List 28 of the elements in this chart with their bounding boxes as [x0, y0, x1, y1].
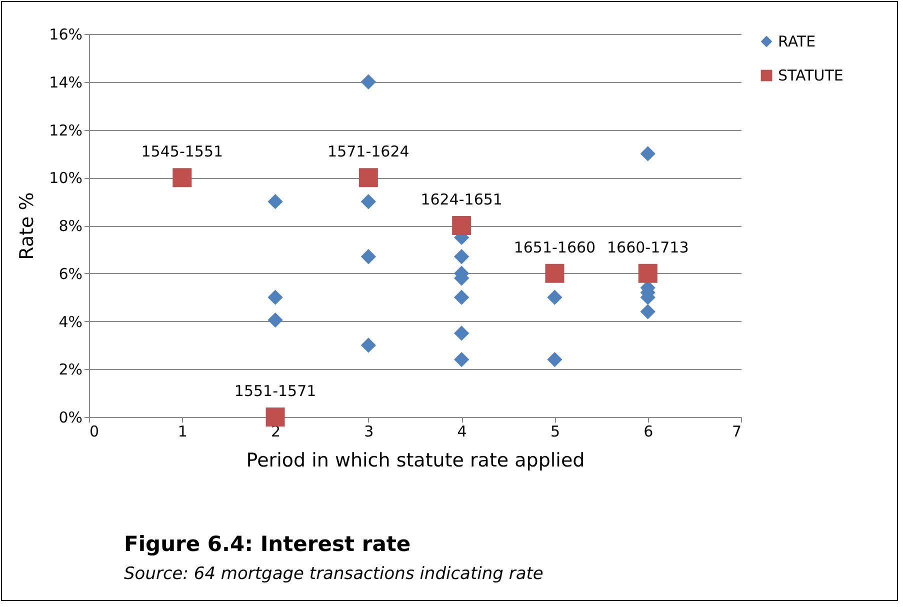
x-tick-label: 1: [178, 422, 188, 440]
y-tick-label: 12%: [49, 121, 82, 140]
annotation: 1571-1624: [328, 142, 410, 161]
y-tick-label: 8%: [58, 217, 82, 235]
annotation: 1624-1651: [420, 190, 502, 208]
x-axis-title: Period in which statute rate applied: [246, 450, 585, 472]
annotation: 1551-1571: [234, 382, 316, 400]
x-tick-label: 4: [457, 422, 467, 440]
y-axis-title: Rate %: [16, 192, 38, 260]
y-tick-label: 10%: [49, 169, 82, 188]
x-tick-label: 5: [550, 422, 560, 440]
y-tick-label: 14%: [49, 73, 82, 92]
text: Figure 6.4: Interest rate: [124, 532, 411, 556]
x-tick-label: 3: [364, 422, 374, 440]
source-note: Source: 64 mortgage transactions indicating rate: [124, 564, 544, 584]
annotation: 1660-1713: [606, 238, 689, 256]
x-tick-label: 0: [90, 422, 100, 440]
y-tick-label: 16%: [49, 26, 82, 44]
legend-label: STATUTE: [778, 66, 844, 84]
y-tick-label: 4%: [58, 312, 82, 331]
annotation: 1651-1660: [514, 238, 596, 256]
y-tick-label: 2%: [58, 360, 82, 379]
x-tick-label: 7: [732, 422, 742, 440]
y-tick-label: 0%: [58, 408, 82, 426]
x-tick-label: 6: [644, 422, 654, 440]
y-tick-label: 6%: [58, 264, 82, 283]
legend-label: RATE: [778, 32, 816, 50]
annotation: 1545-1551: [141, 142, 224, 161]
